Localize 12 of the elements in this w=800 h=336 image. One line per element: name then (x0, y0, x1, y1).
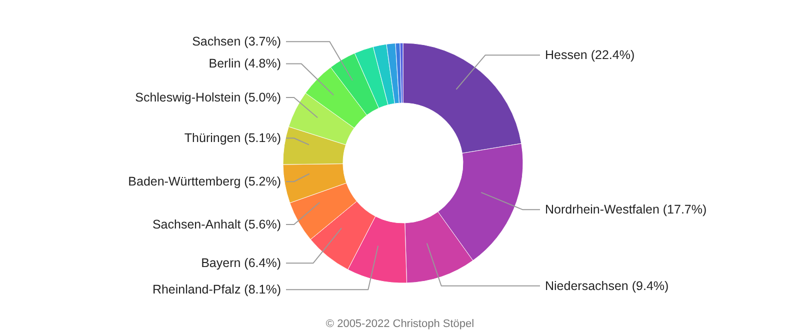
slice-label: Sachsen-Anhalt (5.6%) (152, 218, 281, 232)
slice-label: Rheinland-Pfalz (8.1%) (152, 282, 281, 297)
slice-label: Schleswig-Holstein (5.0%) (135, 90, 281, 104)
slice-label: Hessen (22.4%) (545, 48, 635, 62)
slice-label: Thüringen (5.1%) (184, 131, 281, 146)
slice-label: Nordrhein-Westfalen (17.7%) (545, 202, 707, 217)
slice-label: Niedersachsen (9.4%) (545, 278, 669, 293)
slice-label: Berlin (4.8%) (208, 56, 281, 71)
slice-label: Bayern (6.4%) (201, 256, 281, 270)
slice-label: Baden-Württemberg (5.2%) (128, 174, 281, 189)
slice-label: Sachsen (3.7%) (192, 34, 281, 49)
text: © 2005-2022 Christoph Stöpel (324, 318, 476, 330)
